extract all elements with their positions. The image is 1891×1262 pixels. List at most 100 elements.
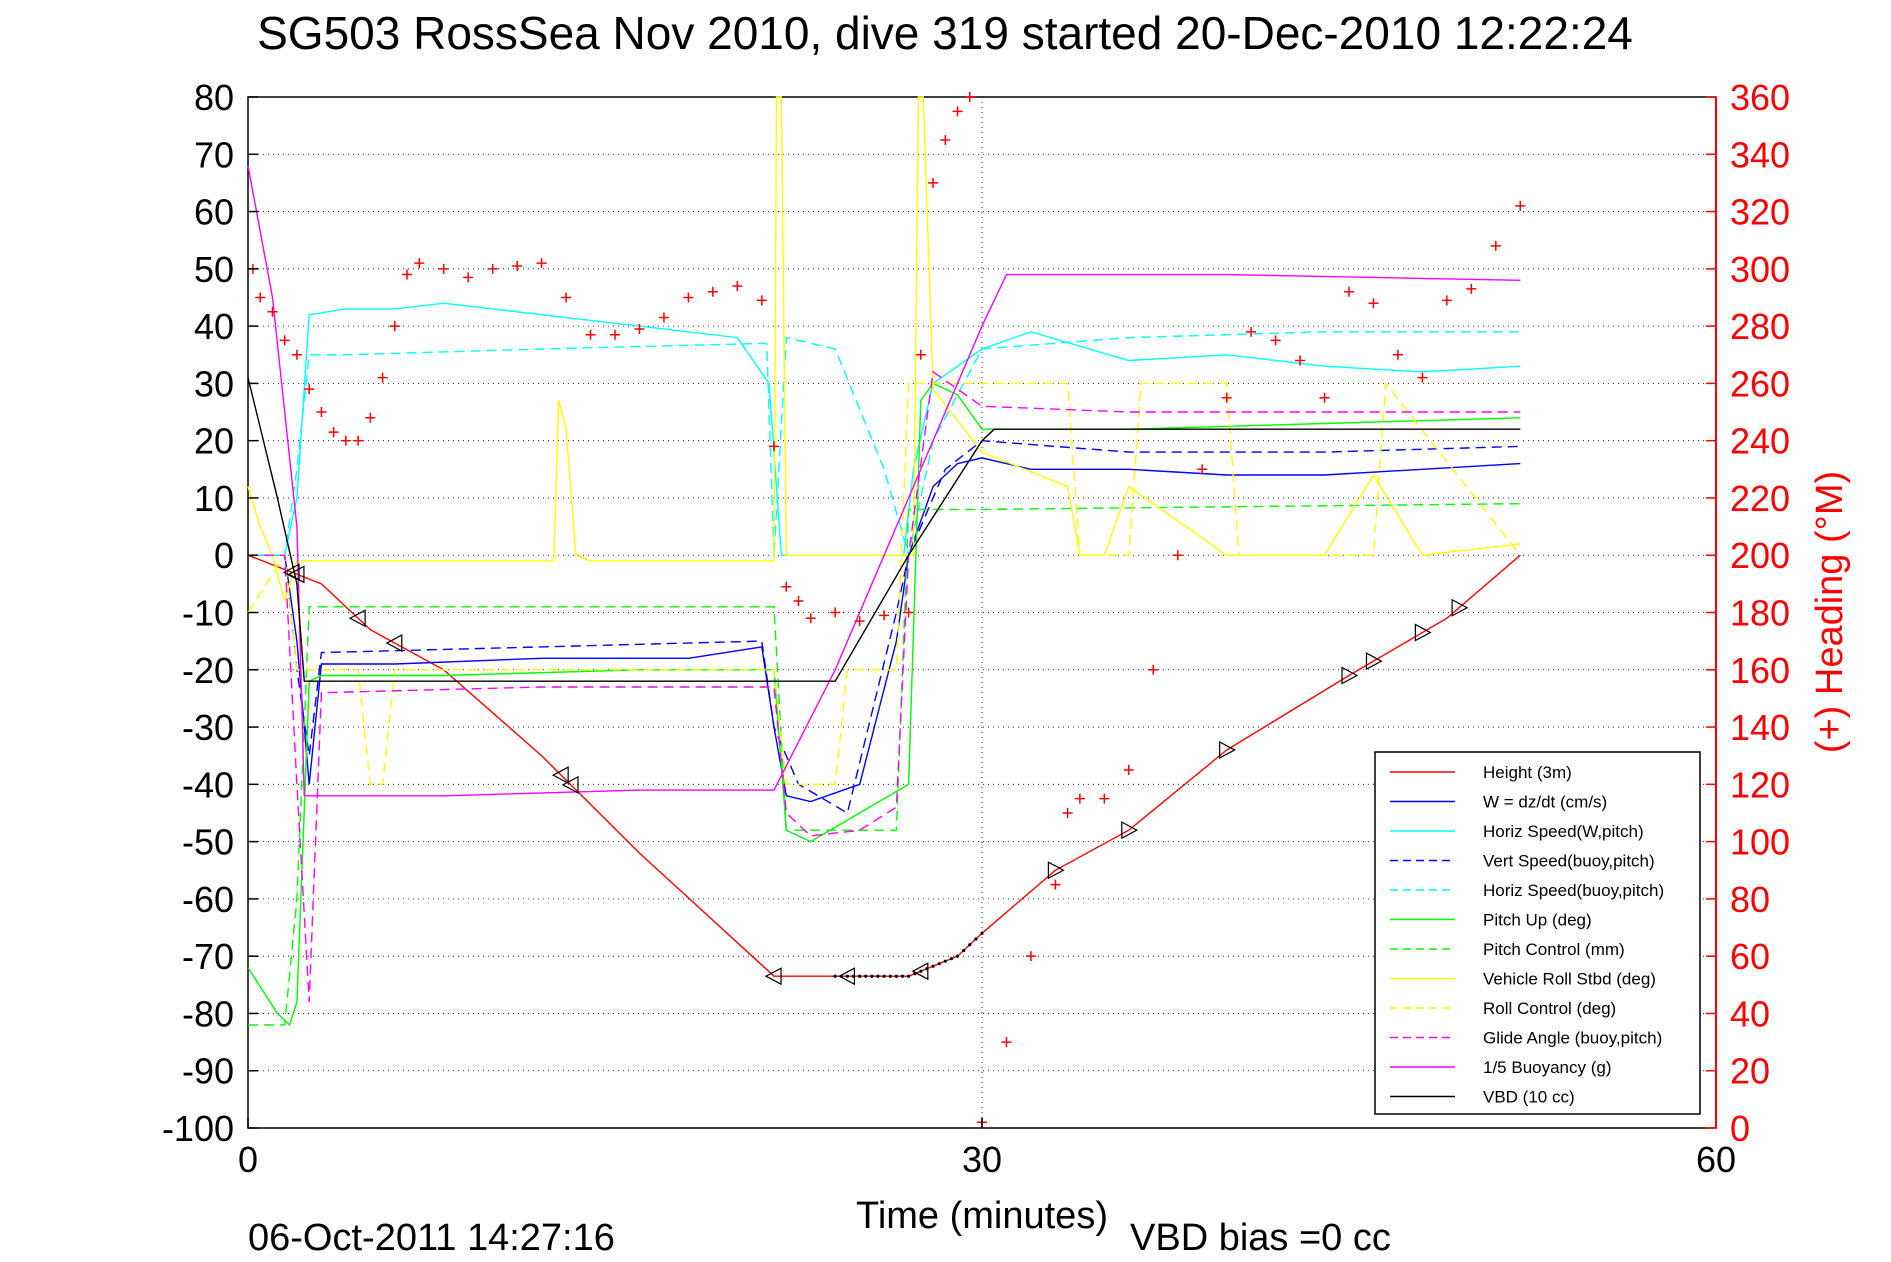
x-axis-ticks: 0 30 60 xyxy=(238,1118,1736,1180)
right-tick-label: 0 xyxy=(1730,1108,1750,1149)
height-dot-marker xyxy=(937,962,941,966)
heading-point xyxy=(316,407,327,418)
right-tick-label: 120 xyxy=(1730,764,1790,805)
legend-label: Glide Angle (buoy,pitch) xyxy=(1483,1029,1662,1048)
left-axis-ticks: 80 70 60 50 40 30 20 10 0 -10 -20 -30 -40 -50 -60 -70 -8… xyxy=(162,77,258,1149)
height-dot-marker xyxy=(968,943,972,947)
right-tick-label: 140 xyxy=(1730,707,1790,748)
footer-vbd-bias: VBD bias =0 cc xyxy=(1130,1217,1391,1259)
heading-point xyxy=(1074,793,1085,804)
height-dot-marker xyxy=(882,974,886,978)
height-dot-marker xyxy=(943,959,947,963)
grid-lines xyxy=(248,97,1716,1128)
right-tick-label: 100 xyxy=(1730,822,1790,863)
legend-label: 1/5 Buoyancy (g) xyxy=(1483,1058,1612,1077)
heading-point xyxy=(365,412,376,423)
heading-point xyxy=(1466,283,1477,294)
heading-point xyxy=(402,269,413,280)
height-triangle-marker xyxy=(1414,623,1432,642)
height-dot-marker xyxy=(870,974,874,978)
height-dot-marker xyxy=(845,974,850,978)
left-tick-label: -30 xyxy=(182,707,234,748)
heading-point xyxy=(463,272,474,283)
heading-point xyxy=(928,177,939,188)
height-triangle-marker xyxy=(1121,821,1139,840)
left-tick-label: 30 xyxy=(194,363,234,404)
legend-label: Vert Speed(buoy,pitch) xyxy=(1483,852,1655,871)
left-tick-label: 50 xyxy=(194,249,234,290)
heading-point xyxy=(1197,464,1208,475)
right-axis-ticks: 3603403203002802602402202001801601401201… xyxy=(1706,77,1790,1149)
heading-point xyxy=(512,260,523,271)
height-triangle-marker xyxy=(348,609,366,628)
heading-point xyxy=(1392,349,1403,360)
heading-point xyxy=(634,323,645,334)
height-dot-marker xyxy=(900,974,905,978)
height-dot-marker xyxy=(949,957,954,961)
height-dot-marker xyxy=(907,974,911,978)
heading-point xyxy=(1319,392,1330,403)
series-heading-markers xyxy=(247,92,1526,1128)
legend: Height (3m) W = dz/dt (cm/s) Horiz Speed(W… xyxy=(1374,751,1701,1115)
height-dot-marker xyxy=(839,974,843,978)
height-dot-marker xyxy=(919,969,923,973)
x-tick-label: 30 xyxy=(962,1139,1002,1180)
heading-point xyxy=(1417,372,1428,383)
height-dot-marker xyxy=(913,972,917,976)
legend-label: Pitch Up (deg) xyxy=(1483,911,1592,930)
heading-point xyxy=(1050,879,1061,890)
heading-point xyxy=(707,286,718,297)
x-tick-label: 60 xyxy=(1696,1139,1736,1180)
height-dot-marker xyxy=(851,974,856,978)
right-tick-label: 40 xyxy=(1730,993,1770,1034)
heading-point xyxy=(1099,793,1110,804)
heading-point xyxy=(1221,392,1232,403)
heading-point xyxy=(1172,550,1183,561)
legend-label: Roll Control (deg) xyxy=(1483,999,1616,1018)
height-dot-marker xyxy=(974,937,978,941)
left-tick-label: 60 xyxy=(194,192,234,233)
left-tick-label: -100 xyxy=(162,1108,234,1149)
heading-point xyxy=(805,613,816,624)
height-dot-marker xyxy=(962,948,966,953)
legend-label: Height (3m) xyxy=(1483,763,1572,782)
heading-point xyxy=(658,312,669,323)
heading-point xyxy=(915,349,926,360)
chart-title: SG503 RossSea Nov 2010, dive 319 started… xyxy=(257,7,1633,59)
heading-point xyxy=(903,607,914,618)
left-tick-label: -20 xyxy=(182,650,234,691)
heading-point xyxy=(793,596,804,607)
height-triangle-marker xyxy=(764,967,782,986)
right-tick-label: 80 xyxy=(1730,879,1770,920)
heading-point xyxy=(279,335,290,346)
heading-point xyxy=(1025,951,1036,962)
series-vbd-10-cc xyxy=(247,377,1521,682)
heading-point xyxy=(377,372,388,383)
left-tick-label: 0 xyxy=(214,535,234,576)
heading-point xyxy=(414,258,425,269)
left-tick-label: 70 xyxy=(194,134,234,175)
height-triangle-marker xyxy=(1047,861,1065,880)
heading-point xyxy=(964,92,975,102)
height-triangle-marker xyxy=(1219,740,1236,759)
heading-point xyxy=(756,295,767,306)
height-triangle-marker xyxy=(282,563,300,582)
left-tick-label: 10 xyxy=(194,478,234,519)
series-horiz-speed-w-pitch xyxy=(248,302,1521,556)
series-horiz-speed-buoy-pitch xyxy=(248,331,1521,556)
heading-point xyxy=(1001,1037,1012,1048)
right-tick-label: 240 xyxy=(1730,421,1790,462)
legend-box xyxy=(1374,751,1701,1115)
heading-point xyxy=(438,263,449,274)
heading-point xyxy=(769,441,780,452)
series-1-5-buoyancy-g xyxy=(247,165,1521,797)
right-tick-label: 280 xyxy=(1730,306,1790,347)
series-pitch-up-deg xyxy=(247,382,1521,1027)
height-triangle-marker xyxy=(385,634,403,653)
height-dot-marker xyxy=(980,931,984,935)
left-tick-label: -80 xyxy=(182,993,234,1034)
heading-point xyxy=(1490,240,1501,251)
right-axis-label: (+) Heading (°M) xyxy=(1809,471,1851,753)
left-tick-label: -10 xyxy=(182,593,234,634)
heading-point xyxy=(1270,335,1281,346)
